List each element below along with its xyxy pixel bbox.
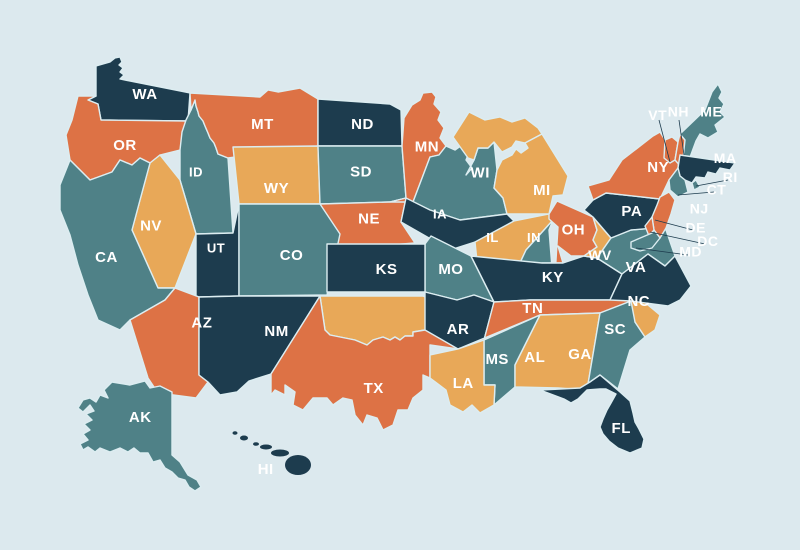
svg-text:MT: MT <box>251 116 274 133</box>
svg-text:MO: MO <box>438 261 463 278</box>
svg-text:KY: KY <box>542 269 564 286</box>
svg-text:NY: NY <box>647 159 669 176</box>
svg-text:AR: AR <box>447 321 470 338</box>
svg-text:AZ: AZ <box>191 315 212 332</box>
svg-text:OR: OR <box>113 137 137 154</box>
svg-text:CT: CT <box>707 181 727 197</box>
svg-text:IN: IN <box>527 230 541 245</box>
svg-text:WV: WV <box>588 247 612 263</box>
svg-text:WY: WY <box>264 180 289 197</box>
svg-text:LA: LA <box>453 375 474 392</box>
svg-text:NV: NV <box>140 218 162 235</box>
svg-text:NC: NC <box>627 293 650 310</box>
svg-text:MS: MS <box>485 351 509 368</box>
svg-text:ME: ME <box>700 104 722 120</box>
svg-text:IL: IL <box>486 230 499 245</box>
svg-text:NJ: NJ <box>690 200 709 216</box>
svg-text:NH: NH <box>668 104 689 120</box>
svg-text:WI: WI <box>471 165 490 182</box>
svg-text:AK: AK <box>129 409 152 426</box>
svg-text:TX: TX <box>364 380 384 397</box>
svg-text:VT: VT <box>648 107 667 123</box>
svg-text:OH: OH <box>562 222 586 239</box>
svg-text:MA: MA <box>714 150 737 166</box>
svg-text:NE: NE <box>358 211 380 228</box>
svg-text:FL: FL <box>612 420 631 437</box>
svg-text:NM: NM <box>264 323 288 340</box>
svg-text:ID: ID <box>189 165 203 180</box>
svg-text:PA: PA <box>621 203 642 220</box>
svg-text:TN: TN <box>522 300 543 317</box>
svg-text:WA: WA <box>132 86 157 103</box>
svg-text:SC: SC <box>604 321 626 338</box>
svg-text:SD: SD <box>350 164 372 181</box>
svg-text:CA: CA <box>95 249 118 266</box>
svg-text:GA: GA <box>568 346 592 363</box>
svg-text:HI: HI <box>258 461 274 478</box>
svg-text:KS: KS <box>376 261 398 278</box>
svg-text:MI: MI <box>533 182 551 199</box>
svg-text:AL: AL <box>524 349 545 366</box>
svg-text:VA: VA <box>626 259 647 276</box>
svg-text:ND: ND <box>351 116 374 133</box>
svg-text:MN: MN <box>415 139 439 156</box>
svg-text:UT: UT <box>207 241 225 256</box>
svg-text:IA: IA <box>433 206 447 221</box>
svg-text:MD: MD <box>679 244 702 260</box>
svg-text:CO: CO <box>280 247 304 264</box>
